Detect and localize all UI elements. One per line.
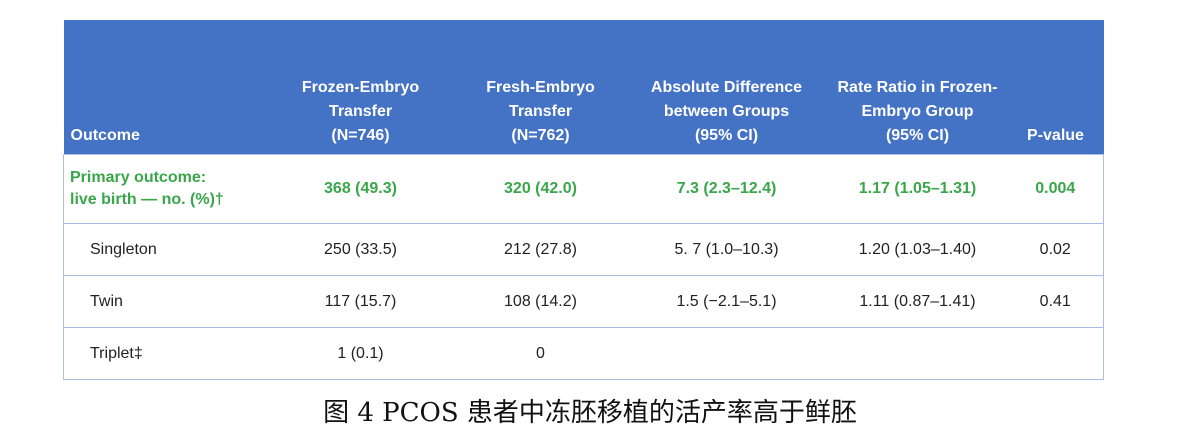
- cell-line: Embryo Group: [861, 103, 974, 120]
- header-cell: Frozen-Embryo Transfer (N=746): [265, 20, 456, 155]
- cell-line: live birth — no. (%)†: [70, 191, 224, 208]
- table-cell: 1.20 (1.03–1.40): [827, 223, 1008, 276]
- cell-line: Transfer: [508, 103, 573, 120]
- caption: 图 4 PCOS 患者中冻胚移植的活产率高于鲜胚: [323, 398, 857, 428]
- table-cell: 0.02: [1007, 223, 1104, 276]
- cell-line: Fresh-Embryo: [486, 79, 595, 96]
- table-cell: Primary outcome: live birth — no. (%)†: [63, 154, 266, 224]
- header-cell: Absolute Difference between Groups (95% CI…: [625, 20, 828, 155]
- table-cell: 368 (49.3): [265, 154, 456, 224]
- table-row: Twin 117 (15.7) 108 (14.2) 1.5 (−2.1–5.1) 1.…: [63, 275, 1104, 328]
- table-cell: 0: [455, 327, 626, 380]
- table-cell: 108 (14.2): [455, 275, 626, 328]
- table-cell: 1.11 (0.87–1.41): [827, 275, 1008, 328]
- cell-line: Absolute Difference: [650, 79, 803, 96]
- header-cell: Outcome: [63, 20, 266, 155]
- table-cell: 212 (27.8): [455, 223, 626, 276]
- table-cell: [827, 327, 1008, 380]
- table-cell: [625, 327, 828, 380]
- cell-line: Transfer: [328, 103, 393, 120]
- table-cell: 1.17 (1.05–1.31): [827, 154, 1008, 224]
- cell-line: (95% CI): [885, 127, 950, 144]
- cell-line: Primary outcome:: [70, 169, 207, 186]
- table-row: Primary outcome: live birth — no. (%)† 368…: [63, 154, 1104, 224]
- results-table: Outcome Frozen-Embryo Transfer (N=746) Fresh…: [63, 20, 1104, 380]
- table-cell: 0.41: [1007, 275, 1104, 328]
- table-cell: Twin: [63, 275, 266, 328]
- table-row: Singleton 250 (33.5) 212 (27.8) 5. 7 (1.0–1…: [63, 223, 1104, 276]
- header-cell: Rate Ratio in Frozen- Embryo Group (95% CI…: [827, 20, 1008, 155]
- table-cell: 250 (33.5): [265, 223, 456, 276]
- table-row: Triplet‡ 1 (0.1) 0: [63, 327, 1104, 380]
- header-row: Outcome Frozen-Embryo Transfer (N=746) Fresh…: [63, 20, 1104, 155]
- table-cell: 1.5 (−2.1–5.1): [625, 275, 828, 328]
- header-cell: P-value: [1007, 20, 1104, 155]
- table-cell: Triplet‡: [63, 327, 266, 380]
- cell-line: (N=762): [511, 127, 570, 144]
- cell-line: Frozen-Embryo: [301, 79, 420, 96]
- table-cell: 7.3 (2.3–12.4): [625, 154, 828, 224]
- cell-line: Rate Ratio in Frozen-: [837, 79, 998, 96]
- cell-line: (95% CI): [694, 127, 759, 144]
- table-cell: 117 (15.7): [265, 275, 456, 328]
- table-body: Primary outcome: live birth — no. (%)† 368…: [63, 154, 1104, 380]
- table-cell: 1 (0.1): [265, 327, 456, 380]
- header-cell: Fresh-Embryo Transfer (N=762): [455, 20, 626, 155]
- table-cell: [1007, 327, 1104, 380]
- table-cell: Singleton: [63, 223, 266, 276]
- table-cell: 5. 7 (1.0–10.3): [625, 223, 828, 276]
- cell-line: between Groups: [663, 103, 790, 120]
- cell-line: (N=746): [331, 127, 390, 144]
- table-cell: 0.004: [1007, 154, 1104, 224]
- table-cell: 320 (42.0): [455, 154, 626, 224]
